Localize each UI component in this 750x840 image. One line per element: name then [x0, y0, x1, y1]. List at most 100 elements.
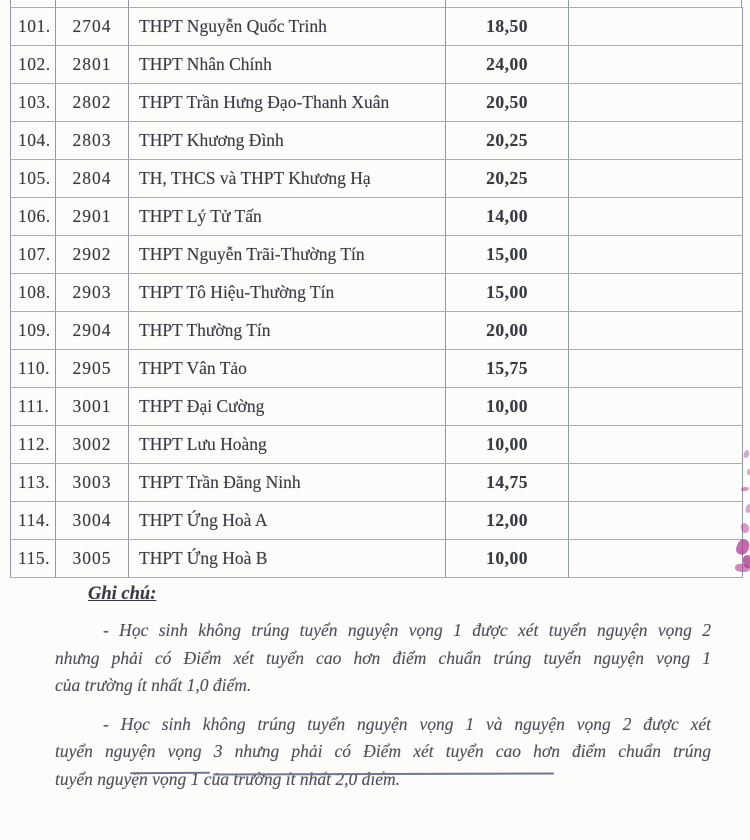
school-code-cell: 3003	[55, 463, 129, 502]
row-number-cell: 109.	[10, 311, 56, 350]
score-cell: 15,75	[445, 349, 569, 388]
notes-heading: Ghi chú:	[88, 584, 157, 604]
school-code-cell: 2801	[55, 45, 129, 84]
school-name-cell: THPT Khương Đình	[128, 121, 446, 160]
note-cell	[568, 425, 743, 464]
school-code-cell: 2901	[55, 197, 129, 236]
note-cell	[568, 83, 743, 122]
table-body: 101. 2704 THPT Nguyễn Quốc Trinh 18,50 102. 2…	[10, 7, 743, 578]
table-row: 110. 2905 THPT Vân Tảo 15,75	[10, 349, 743, 388]
note-cell	[568, 349, 743, 388]
school-code-cell: 3004	[55, 501, 129, 540]
note-cell	[568, 235, 743, 274]
table-column-line	[55, 0, 56, 8]
school-code-cell: 2904	[55, 311, 129, 350]
table-row: 115. 3005 THPT Ứng Hoà B 10,00	[10, 539, 743, 578]
score-cell: 20,25	[445, 121, 569, 160]
admission-scores-table: 101. 2704 THPT Nguyễn Quốc Trinh 18,50 102. 2…	[10, 7, 743, 578]
score-cell: 18,50	[445, 7, 569, 46]
score-cell: 20,50	[445, 83, 569, 122]
note-cell	[568, 387, 743, 426]
table-row: 109. 2904 THPT Thường Tín 20,00	[10, 311, 743, 350]
table-row: 113. 3003 THPT Trần Đăng Ninh 14,75	[10, 463, 743, 502]
row-number-cell: 113.	[10, 463, 56, 502]
note-line: tuyển nguyện vọng 3 nhưng phải có Điểm x…	[55, 741, 711, 761]
school-code-cell: 2905	[55, 349, 129, 388]
school-name-cell: THPT Thường Tín	[128, 311, 446, 350]
school-code-cell: 3002	[55, 425, 129, 464]
row-number-cell: 107.	[10, 235, 56, 274]
row-number-cell: 103.	[10, 83, 56, 122]
row-number-cell: 111.	[10, 387, 56, 426]
school-name-cell: THPT Ứng Hoà A	[128, 501, 446, 540]
table-row: 106. 2901 THPT Lý Tử Tấn 14,00	[10, 197, 743, 236]
note-cell	[568, 45, 743, 84]
score-cell: 10,00	[445, 539, 569, 578]
note-cell	[568, 273, 743, 312]
row-number-cell: 110.	[10, 349, 56, 388]
school-code-cell: 2804	[55, 159, 129, 198]
table-row: 111. 3001 THPT Đại Cường 10,00	[10, 387, 743, 426]
school-name-cell: THPT Đại Cường	[128, 387, 446, 426]
school-code-cell: 2902	[55, 235, 129, 274]
row-number-cell: 101.	[10, 7, 56, 46]
row-number-cell: 112.	[10, 425, 56, 464]
school-code-cell: 2704	[55, 7, 129, 46]
school-name-cell: THPT Nhân Chính	[128, 45, 446, 84]
school-name-cell: THPT Nguyễn Trãi-Thường Tín	[128, 235, 446, 274]
score-cell: 24,00	[445, 45, 569, 84]
table-column-line	[128, 0, 129, 8]
note-line: nhưng phải có Điểm xét tuyển cao hơn điể…	[55, 647, 711, 668]
note-line: của trường ít nhất 1,0 điểm.	[55, 675, 252, 695]
table-row: 103. 2802 THPT Trần Hưng Đạo-Thanh Xuân 20,…	[10, 83, 743, 122]
school-code-cell: 2803	[55, 121, 129, 160]
score-cell: 12,00	[445, 501, 569, 540]
score-cell: 10,00	[445, 387, 569, 426]
school-code-cell: 2903	[55, 273, 129, 312]
note-cell	[568, 311, 743, 350]
note-paragraph: - Học sinh không trúng tuyển nguyện vọng…	[55, 711, 711, 794]
row-number-cell: 105.	[10, 159, 56, 198]
school-name-cell: THPT Ứng Hoà B	[128, 539, 446, 578]
school-name-cell: THPT Tô Hiệu-Thường Tín	[128, 273, 446, 312]
score-cell: 20,00	[445, 311, 569, 350]
table-column-line	[445, 0, 446, 8]
table-column-line	[741, 0, 742, 8]
table-row: 114. 3004 THPT Ứng Hoà A 12,00	[10, 501, 743, 540]
score-cell: 10,00	[445, 425, 569, 464]
notes-section: - Học sinh không trúng tuyển nguyện vọng…	[55, 617, 711, 804]
note-line: tuyển nguyện vọng 1 của trường ít nhất 2…	[55, 768, 401, 789]
note-cell	[568, 539, 743, 578]
row-number-cell: 108.	[10, 273, 56, 312]
row-number-cell: 102.	[10, 45, 56, 84]
school-code-cell: 2802	[55, 83, 129, 122]
table-row: 108. 2903 THPT Tô Hiệu-Thường Tín 15,00	[10, 273, 743, 312]
note-line: - Học sinh không trúng tuyển nguyện vọng…	[103, 713, 711, 734]
table-row: 105. 2804 TH, THCS và THPT Khương Hạ 20,25	[10, 159, 743, 198]
school-code-cell: 3005	[55, 539, 129, 578]
note-cell	[568, 7, 743, 46]
row-number-cell: 114.	[10, 501, 56, 540]
score-cell: 15,00	[445, 273, 569, 312]
row-number-cell: 115.	[10, 539, 56, 578]
score-cell: 20,25	[445, 159, 569, 198]
table-row: 101. 2704 THPT Nguyễn Quốc Trinh 18,50	[10, 7, 743, 46]
table-row: 112. 3002 THPT Lưu Hoàng 10,00	[10, 425, 743, 464]
score-cell: 14,75	[445, 463, 569, 502]
school-code-cell: 3001	[55, 387, 129, 426]
note-paragraph: - Học sinh không trúng tuyển nguyện vọng…	[55, 617, 711, 700]
school-name-cell: TH, THCS và THPT Khương Hạ	[128, 159, 446, 198]
school-name-cell: THPT Trần Hưng Đạo-Thanh Xuân	[128, 83, 446, 122]
school-name-cell: THPT Trần Đăng Ninh	[128, 463, 446, 502]
school-name-cell: THPT Lưu Hoàng	[128, 425, 446, 464]
school-name-cell: THPT Nguyễn Quốc Trinh	[128, 7, 446, 46]
note-cell	[568, 197, 743, 236]
row-number-cell: 106.	[10, 197, 56, 236]
score-cell: 14,00	[445, 197, 569, 236]
table-row: 107. 2902 THPT Nguyễn Trãi-Thường Tín 15,00	[10, 235, 743, 274]
note-cell	[568, 121, 743, 160]
table-column-line	[568, 0, 569, 8]
school-name-cell: THPT Lý Tử Tấn	[128, 197, 446, 236]
note-cell	[568, 463, 743, 502]
